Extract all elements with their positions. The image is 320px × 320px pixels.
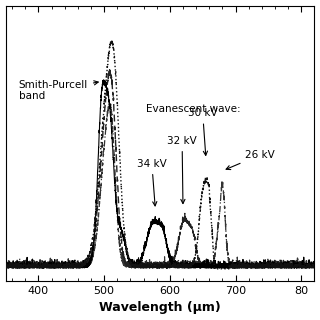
Text: 30 kV: 30 kV (188, 108, 218, 155)
Text: Smith-Purcell
band: Smith-Purcell band (19, 80, 98, 101)
Text: Evanescent wave:: Evanescent wave: (146, 104, 240, 114)
Text: 34 kV: 34 kV (137, 159, 167, 206)
X-axis label: Wavelength (μm): Wavelength (μm) (99, 301, 221, 315)
Text: 32 kV: 32 kV (167, 136, 197, 204)
Text: 26 kV: 26 kV (226, 150, 275, 170)
